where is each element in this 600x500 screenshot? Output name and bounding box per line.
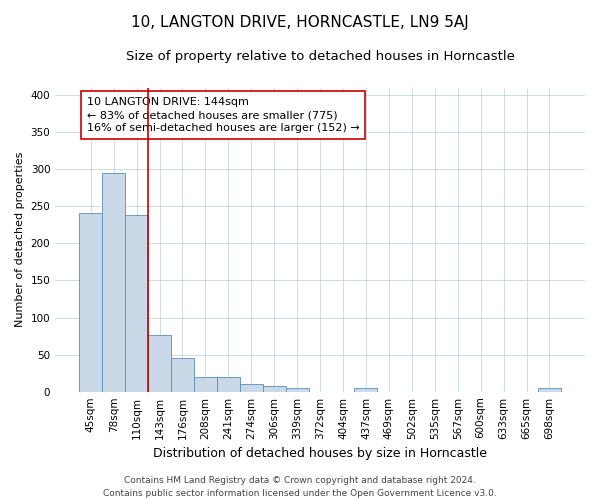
Bar — [240, 384, 263, 392]
Bar — [263, 386, 286, 392]
Bar — [79, 213, 102, 392]
Y-axis label: Number of detached properties: Number of detached properties — [15, 152, 25, 328]
Bar — [194, 377, 217, 392]
X-axis label: Distribution of detached houses by size in Horncastle: Distribution of detached houses by size … — [153, 447, 487, 460]
Text: 10, LANGTON DRIVE, HORNCASTLE, LN9 5AJ: 10, LANGTON DRIVE, HORNCASTLE, LN9 5AJ — [131, 15, 469, 30]
Text: Contains HM Land Registry data © Crown copyright and database right 2024.
Contai: Contains HM Land Registry data © Crown c… — [103, 476, 497, 498]
Title: Size of property relative to detached houses in Horncastle: Size of property relative to detached ho… — [125, 50, 515, 63]
Bar — [217, 377, 240, 392]
Text: 10 LANGTON DRIVE: 144sqm
← 83% of detached houses are smaller (775)
16% of semi-: 10 LANGTON DRIVE: 144sqm ← 83% of detach… — [87, 97, 360, 134]
Bar — [102, 173, 125, 392]
Bar — [171, 358, 194, 392]
Bar — [538, 388, 561, 392]
Bar — [286, 388, 308, 392]
Bar — [148, 336, 171, 392]
Bar — [355, 388, 377, 392]
Bar — [125, 216, 148, 392]
